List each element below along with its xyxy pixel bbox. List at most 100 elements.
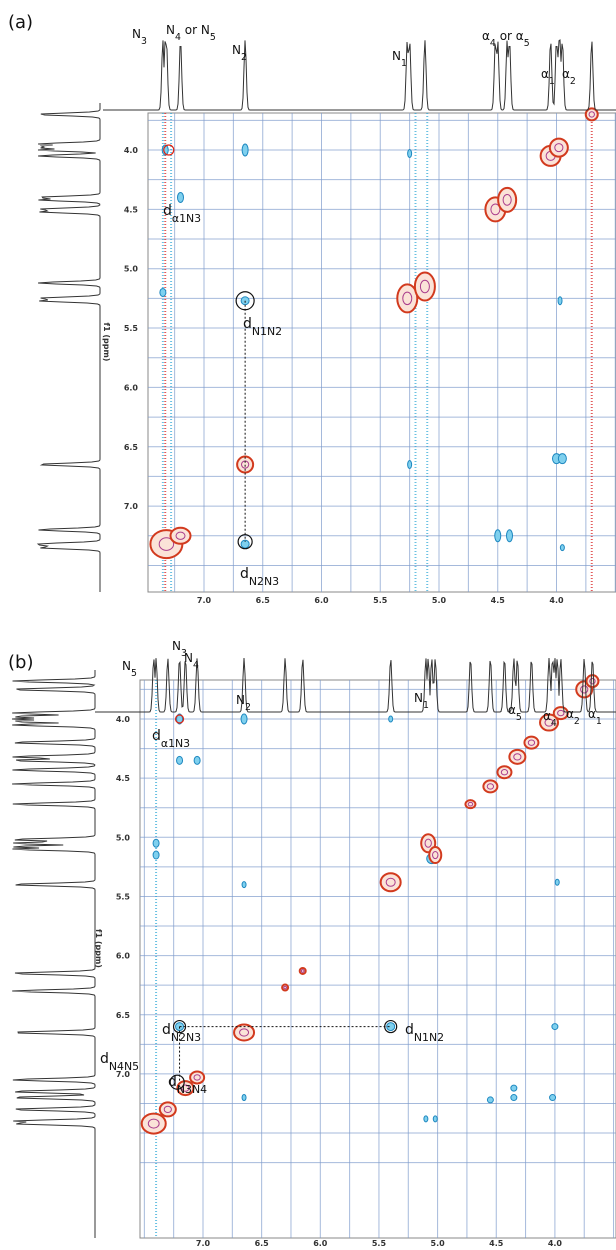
diagonal-peak-core (467, 801, 474, 807)
cross-peak (557, 453, 567, 465)
cross-peak (241, 143, 249, 157)
peak-label: N1 (392, 49, 407, 69)
y-axis-label: f1 (ppm) (102, 323, 111, 362)
peak-label: α4 (543, 709, 557, 729)
cross-peak (240, 539, 250, 549)
diagonal-peak-core (490, 203, 501, 216)
diagonal-peak (584, 107, 599, 122)
y-tick-label: 6.0 (116, 952, 131, 961)
cross-peak (193, 755, 201, 765)
highlight-circle (384, 1019, 398, 1034)
highlight-circle (237, 534, 253, 550)
plot-area (147, 112, 616, 593)
highlight-circle (235, 291, 255, 311)
cross-peak (176, 713, 184, 725)
cross-peak (551, 1023, 559, 1031)
diagonal-peak-core (402, 291, 413, 306)
peak-label-sub: 4 (175, 32, 181, 43)
peak-label-sub: 5 (516, 712, 522, 723)
diagonal-peak-core (580, 685, 589, 694)
annotation: dN1N2 (405, 1022, 444, 1044)
diagonal-peak-core (486, 783, 495, 790)
x-tick-label: 4.0 (548, 1239, 563, 1248)
peak-label-sub: 1 (401, 58, 407, 69)
diagonal-peak-core (502, 193, 512, 206)
spectrum-1d-left (11, 670, 96, 1238)
peak-label-sub: 5 (524, 38, 530, 49)
diagonal-peak-core (158, 537, 175, 551)
annotation-sub: N4N5 (109, 1060, 139, 1073)
peak-label-sub: 2 (245, 702, 251, 713)
peak-label: N1 (414, 691, 429, 711)
annotation-sub: α1N3 (172, 212, 201, 225)
annotation-text: d (243, 316, 252, 332)
diagonal-peak-core (513, 753, 522, 761)
annotation-sub: α1N3 (161, 737, 190, 750)
annotation-text: d (405, 1022, 414, 1038)
diagonal-peak (585, 674, 600, 689)
cross-peak (407, 460, 413, 470)
peak-label-text: N (172, 639, 181, 653)
x-tick-label: 5.5 (373, 596, 388, 605)
y-axis-label: f1 (ppm) (94, 929, 103, 968)
diagonal-peak-core (500, 769, 509, 776)
diagonal-peak (539, 713, 560, 732)
diagonal-peak-core (432, 850, 439, 860)
diagonal-peak-core (385, 877, 396, 887)
diagonal-peak-core (300, 969, 305, 973)
peak-label-text: N (414, 691, 423, 705)
cross-peak (549, 1094, 557, 1102)
annotation: dN1N2 (243, 316, 282, 338)
diagonal-peak-core (527, 739, 536, 746)
plot-area (139, 679, 616, 1239)
y-tick-label: 5.5 (116, 892, 131, 901)
highlight-circle (172, 1019, 187, 1034)
peak-label-sub: 1 (423, 700, 429, 711)
diagonal-peak-core (554, 143, 564, 153)
spectrum-1d-top (103, 39, 616, 111)
spectrum-1d-left (36, 103, 101, 592)
diagonal-peak (497, 186, 518, 213)
peak-label-text: or N (181, 23, 210, 37)
peak-label: N4 (184, 651, 199, 671)
cross-peak (241, 1094, 247, 1102)
peak-label-text: α (543, 709, 551, 723)
peak-label-text: α (566, 707, 574, 721)
y-tick-label: 4.5 (116, 774, 131, 783)
peak-label-sub: 3 (181, 648, 187, 659)
diagonal-peak (523, 735, 540, 750)
diagonal-peak (176, 1080, 195, 1097)
cross-peak (152, 850, 160, 860)
diagonal-peak (140, 1112, 167, 1135)
diagonal-peak-core (424, 838, 432, 848)
x-tick-label: 7.0 (197, 596, 212, 605)
peak-label-text: N (236, 693, 245, 707)
annotation: dα1N3 (152, 728, 190, 750)
x-tick-label: 6.5 (255, 1239, 270, 1248)
diagonal-peak (482, 779, 499, 794)
cross-peak (388, 715, 394, 723)
peak-label-text: N (184, 651, 193, 665)
y-tick-label: 4.0 (116, 715, 131, 724)
x-tick-label: 4.5 (491, 596, 506, 605)
diagonal-peak (548, 137, 569, 158)
cross-peak (494, 529, 502, 543)
cross-peak (161, 144, 169, 156)
diagonal-peak (169, 526, 192, 545)
peak-label-text: α (588, 707, 596, 721)
y-tick-label: 6.0 (124, 383, 139, 392)
peak-label: N2 (232, 43, 247, 63)
cross-peak (554, 878, 560, 886)
annotation-text: d (168, 1074, 177, 1090)
peak-label-text: α (541, 67, 549, 81)
annotation-sub: N1N2 (252, 325, 282, 338)
peak-label-sub: 3 (141, 36, 147, 47)
y-tick-label: 4.0 (124, 146, 139, 155)
x-tick-label: 5.5 (372, 1239, 387, 1248)
diagonal-peak-core (419, 279, 430, 294)
peak-label-sub: 2 (574, 716, 580, 727)
y-tick-label: 7.0 (124, 502, 139, 511)
diagonal-peak (464, 799, 477, 810)
diagonal-peak (298, 966, 307, 975)
